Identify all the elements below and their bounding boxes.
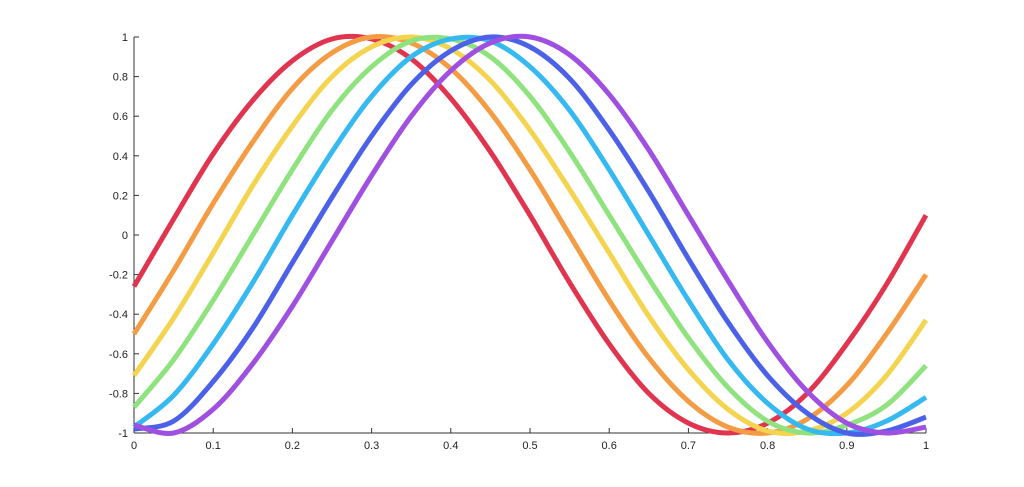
- series-line-4: [132, 34, 928, 436]
- y-tick-label: -0.4: [109, 309, 128, 321]
- y-tick-label: 0: [122, 230, 128, 242]
- y-tick-label: 0.2: [113, 190, 128, 202]
- y-tick-label: 0.6: [113, 111, 128, 123]
- x-tick-label: 0.7: [681, 440, 696, 452]
- y-tick-label: 0.4: [113, 151, 128, 163]
- series-line-1: [131, 33, 929, 436]
- y-tick-label: 1: [122, 32, 128, 44]
- x-tick-label: 0.8: [760, 440, 775, 452]
- y-tick-label: -0.2: [109, 270, 128, 282]
- y-tick-label: -1: [118, 428, 128, 440]
- x-tick-label: 0.3: [364, 440, 379, 452]
- series-line-6: [133, 34, 927, 437]
- series-line-7: [133, 33, 927, 436]
- x-tick-label: 0.5: [522, 440, 537, 452]
- series-layer: [131, 33, 929, 437]
- x-tick-label: 1: [923, 440, 929, 452]
- x-tick-label: 0: [131, 440, 137, 452]
- y-tick-label: -0.8: [109, 388, 128, 400]
- x-tick-label: 0.6: [602, 440, 617, 452]
- x-tick-label: 0.1: [206, 440, 221, 452]
- ticks: 10.80.60.40.20-0.2-0.4-0.6-0.8-10 0.1 0.2 0…: [109, 32, 929, 452]
- series-line-5: [132, 34, 928, 437]
- x-tick-label: 0.4: [443, 440, 458, 452]
- x-tick-label: 0.2: [285, 440, 300, 452]
- y-tick-label: 0.8: [113, 72, 128, 84]
- y-tick-label: -0.6: [109, 349, 128, 361]
- x-tick-label: 0.9: [839, 440, 854, 452]
